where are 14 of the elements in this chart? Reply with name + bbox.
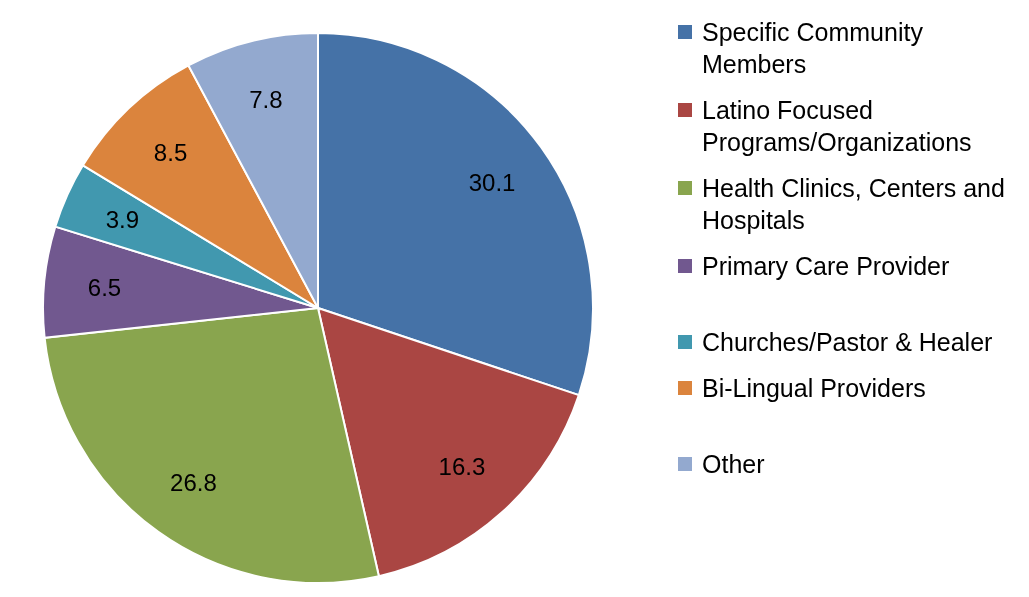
legend-label: Primary Care Provider xyxy=(702,251,950,282)
legend-label: Specific Community Members xyxy=(702,17,924,80)
data-label: 8.5 xyxy=(153,138,188,166)
legend-label: Health Clinics, Centers and Hospitals xyxy=(702,173,1006,236)
data-label: 6.5 xyxy=(87,273,122,301)
data-label: 26.8 xyxy=(170,469,217,497)
data-label: 3.9 xyxy=(105,206,140,234)
data-label: 30.1 xyxy=(468,169,516,197)
legend-label: Other xyxy=(702,449,765,480)
legend-label: Bi-Lingual Providers xyxy=(702,373,926,404)
data-label: 16.3 xyxy=(438,453,486,481)
legend-label: Churches/Pastor & Healer xyxy=(702,327,993,358)
data-label: 7.8 xyxy=(249,86,283,114)
legend-label: Latino Focused Programs/Organizations xyxy=(702,95,973,158)
